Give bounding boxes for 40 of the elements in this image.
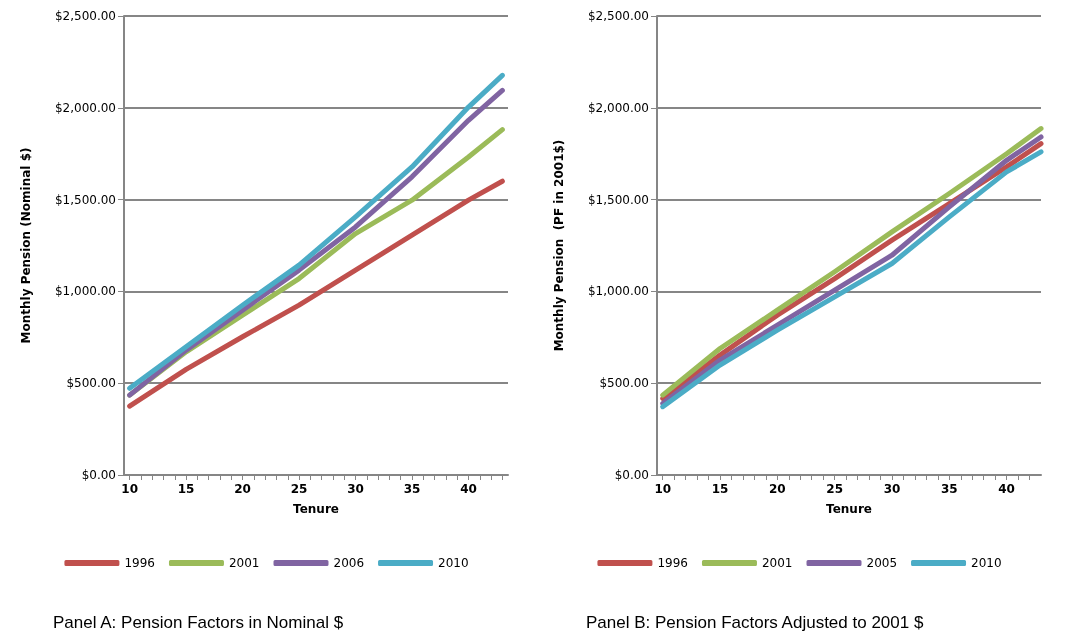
y-tick-label: $500.00 [599,376,649,391]
y-tick-label: $2,500.00 [54,9,116,23]
x-tick-label: 35 [403,482,421,496]
y-tick-label: $1,000.00 [587,284,649,299]
y-tick-label: $0.00 [81,468,116,482]
x-tick-label: 20 [234,482,251,496]
x-tick-label: 25 [826,482,844,496]
y-tick-label: $1,000.00 [54,284,116,299]
legend-label: 1996 [124,556,155,570]
x-tick-label: 30 [347,482,364,496]
y-tick-label: $1,500.00 [54,192,116,207]
x-tick-label: 20 [769,482,786,496]
x-tick-label: 25 [290,482,308,496]
legend-label: 2001 [228,556,260,570]
x-tick-label: 10 [654,482,672,496]
legend-label: 2005 [866,556,898,570]
x-tick-label: 10 [121,482,138,496]
x-tick-label: 35 [940,482,958,496]
y-axis-title: Monthly Pension (Nominal $) [19,147,33,344]
y-tick-label: $0.00 [614,468,649,482]
text: Panel A: Pension Factors in Nominal $ [53,613,344,632]
text: Panel B: Pension Factors Adjusted to 2001 $ [586,613,924,632]
x-tick-label: 40 [460,482,477,496]
y-tick-label: $2,000.00 [587,100,649,115]
y-tick-label: $1,500.00 [587,192,649,207]
legend-label: 2010 [438,556,469,570]
x-tick-label: 40 [998,482,1015,496]
legend-label: 2001 [761,556,793,570]
legend-label: 2006 [333,556,365,570]
x-tick-label: 30 [883,482,901,496]
y-tick-label: $2,000.00 [54,100,116,115]
x-axis-title: Tenure [293,502,339,516]
legend-label: 2010 [971,556,1002,570]
x-tick-label: 15 [711,482,729,496]
legend-label: 1996 [657,556,688,570]
y-axis-title: Monthly Pension (PF in 2001$) [552,139,566,352]
y-tick-label: $2,500.00 [587,9,649,23]
x-tick-label: 15 [177,482,195,496]
y-tick-label: $500.00 [66,376,116,391]
x-axis-title: Tenure [826,502,872,516]
